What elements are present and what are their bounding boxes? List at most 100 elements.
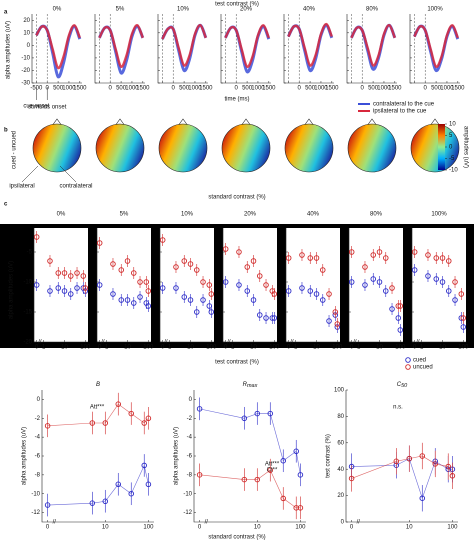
x-tick-label: 100 xyxy=(143,525,154,531)
y-tick-label: -30 xyxy=(21,81,30,87)
point xyxy=(313,255,320,261)
x-tick-label: 100 xyxy=(458,345,469,351)
line xyxy=(35,24,82,79)
point xyxy=(80,273,87,279)
annotation: Att*** xyxy=(90,405,105,411)
point xyxy=(320,267,326,273)
x-tick-label: 0 xyxy=(172,86,176,92)
x-tick-label: 0 xyxy=(35,345,39,351)
colorbar-tick-label: 5 xyxy=(449,133,453,139)
point xyxy=(47,258,53,264)
point xyxy=(446,288,452,294)
nose xyxy=(304,118,314,125)
y-label: test contrast (%) xyxy=(326,434,332,478)
x-tick-label: 500 xyxy=(179,86,190,92)
x-tick-label: 10 xyxy=(187,345,194,351)
plot-bg xyxy=(42,390,154,522)
panel-title: 40% xyxy=(303,7,316,13)
colorbar-label: amplitudes (uV) xyxy=(462,126,468,168)
point xyxy=(208,291,215,297)
axis-break: // xyxy=(38,340,42,346)
point xyxy=(263,315,269,321)
point xyxy=(299,252,305,258)
point xyxy=(449,473,456,479)
panel-title: 20% xyxy=(240,7,253,13)
point xyxy=(257,312,263,318)
point xyxy=(110,291,116,297)
point xyxy=(124,258,131,264)
y-tick-label: -12 xyxy=(31,510,40,516)
point xyxy=(293,448,299,455)
nose xyxy=(178,118,188,125)
point xyxy=(376,249,383,255)
y-tick-label: -10 xyxy=(183,491,192,497)
header: test contrast (%) xyxy=(215,2,259,8)
x-tick-label: 1 xyxy=(294,345,298,351)
annotation: contralateral xyxy=(59,184,92,190)
point xyxy=(348,249,355,255)
point xyxy=(326,291,332,297)
y-tick-label: -8 xyxy=(187,472,193,478)
point xyxy=(141,462,147,469)
x-tick-label: 1 xyxy=(42,345,46,351)
point xyxy=(55,285,62,291)
point xyxy=(118,267,125,273)
connector xyxy=(47,464,149,506)
point xyxy=(419,495,426,501)
x-tick-label: 100 xyxy=(206,345,217,351)
point xyxy=(285,255,292,261)
point xyxy=(307,288,314,294)
point xyxy=(141,420,147,426)
annotation: n.s. xyxy=(393,405,403,411)
nose xyxy=(430,118,440,125)
x-tick-label: 0 xyxy=(361,86,365,92)
panel-title-sub: 50 xyxy=(401,383,408,389)
x-tick-label: 1500 xyxy=(136,86,150,92)
point xyxy=(271,315,278,321)
point xyxy=(110,261,116,267)
point xyxy=(74,270,80,276)
plot-bg xyxy=(97,228,151,342)
x-tick-label: 100 xyxy=(447,525,458,531)
x-tick-label: 1 xyxy=(231,345,235,351)
plot-bg xyxy=(160,228,214,342)
plot-bg xyxy=(412,228,466,342)
x-tick-label: 10 xyxy=(102,525,109,531)
line xyxy=(287,22,333,67)
point xyxy=(271,291,278,297)
y-tick-label: -10 xyxy=(31,491,40,497)
y-tick-label: -6 xyxy=(35,454,41,460)
x-tick-label: 0 xyxy=(46,525,50,531)
point xyxy=(267,467,274,473)
y-tick-label: -4 xyxy=(35,435,41,441)
point xyxy=(200,297,206,303)
x-tick-label: 0 xyxy=(98,345,102,351)
axis xyxy=(41,390,154,523)
y-label: cued - uncued xyxy=(12,131,18,169)
point xyxy=(307,255,314,261)
x-tick-label: 0 xyxy=(235,86,239,92)
x-tick-label: 10 xyxy=(254,525,261,531)
x-tick-label: 500 xyxy=(368,86,379,92)
topomap xyxy=(221,123,271,173)
panel-title: 0% xyxy=(57,212,66,218)
x-tick-label: 10 xyxy=(376,345,383,351)
y-tick-label: -20 xyxy=(23,340,32,346)
x-tick-label: 100 xyxy=(80,345,91,351)
point xyxy=(406,455,413,462)
point xyxy=(411,249,418,255)
point xyxy=(47,288,53,294)
point xyxy=(433,255,440,261)
legend-label: uncued xyxy=(413,365,433,371)
point xyxy=(200,279,206,285)
x-tick-label: 0 xyxy=(46,86,50,92)
legend-swatch xyxy=(405,357,411,363)
annotation-arrow xyxy=(59,165,77,183)
point xyxy=(145,415,152,422)
panel-title: 5% xyxy=(116,7,125,13)
point xyxy=(33,234,40,240)
point xyxy=(362,264,368,270)
nose xyxy=(241,118,251,125)
point xyxy=(196,406,203,412)
annotation: Ct** xyxy=(267,468,278,474)
